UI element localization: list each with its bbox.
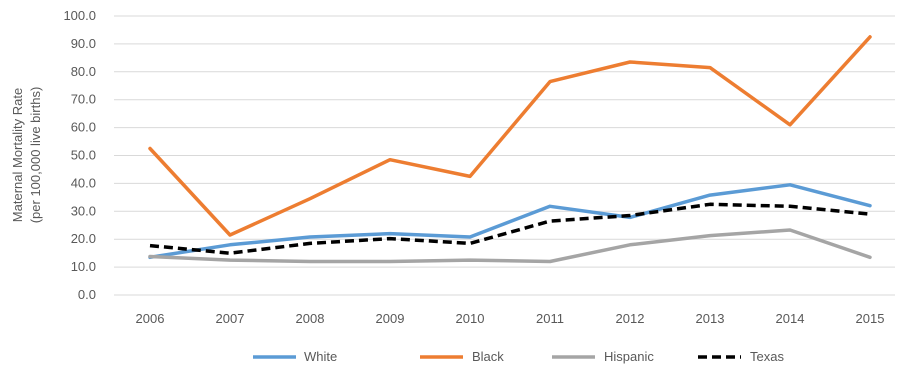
x-tick-label: 2007 — [216, 311, 245, 326]
x-tick-label: 2008 — [296, 311, 325, 326]
x-tick-label: 2006 — [136, 311, 165, 326]
x-tick-label: 2012 — [616, 311, 645, 326]
y-tick-label: 60.0 — [71, 120, 96, 135]
legend-item-texas: Texas — [698, 349, 784, 364]
y-axis-ticks: 0.0 10.0 20.0 30.0 40.0 50.0 60.0 70.0 80.0 90.0 1… — [63, 8, 96, 302]
y-tick-label: 70.0 — [71, 92, 96, 107]
legend-item-hispanic: Hispanic — [552, 349, 654, 364]
x-tick-label: 2013 — [696, 311, 725, 326]
legend-label: White — [304, 349, 337, 364]
series-line-texas — [149, 202, 871, 255]
y-tick-label: 0.0 — [78, 287, 96, 302]
x-tick-label: 2015 — [856, 311, 885, 326]
series-line-white — [148, 183, 872, 260]
legend-label: Black — [472, 349, 504, 364]
series-line-black — [148, 35, 872, 237]
legend-label: Texas — [750, 349, 784, 364]
y-tick-label: 90.0 — [71, 36, 96, 51]
legend: White Black Hispanic Texas — [253, 349, 784, 364]
y-tick-label: 30.0 — [71, 203, 96, 218]
y-tick-label: 100.0 — [63, 8, 96, 23]
legend-item-white: White — [253, 349, 337, 364]
legend-item-black: Black — [420, 349, 504, 364]
legend-label: Hispanic — [604, 349, 654, 364]
y-axis-title-line-2: (per 100,000 live births) — [28, 87, 43, 224]
y-tick-label: 40.0 — [71, 175, 96, 190]
series-line-hispanic — [148, 228, 872, 264]
y-tick-label: 50.0 — [71, 148, 96, 163]
y-axis-title-line-1: Maternal Mortality Rate — [10, 88, 25, 222]
y-tick-label: 80.0 — [71, 64, 96, 79]
x-axis-ticks: 2006 2007 2008 2009 2010 2011 2012 2013 2014 2015 — [136, 311, 885, 326]
gridlines — [114, 15, 895, 296]
series-lines — [148, 35, 872, 264]
x-tick-label: 2009 — [376, 311, 405, 326]
y-tick-label: 20.0 — [71, 231, 96, 246]
x-tick-label: 2011 — [536, 311, 564, 326]
y-tick-label: 10.0 — [71, 259, 96, 274]
x-tick-label: 2010 — [456, 311, 485, 326]
x-tick-label: 2014 — [776, 311, 805, 326]
